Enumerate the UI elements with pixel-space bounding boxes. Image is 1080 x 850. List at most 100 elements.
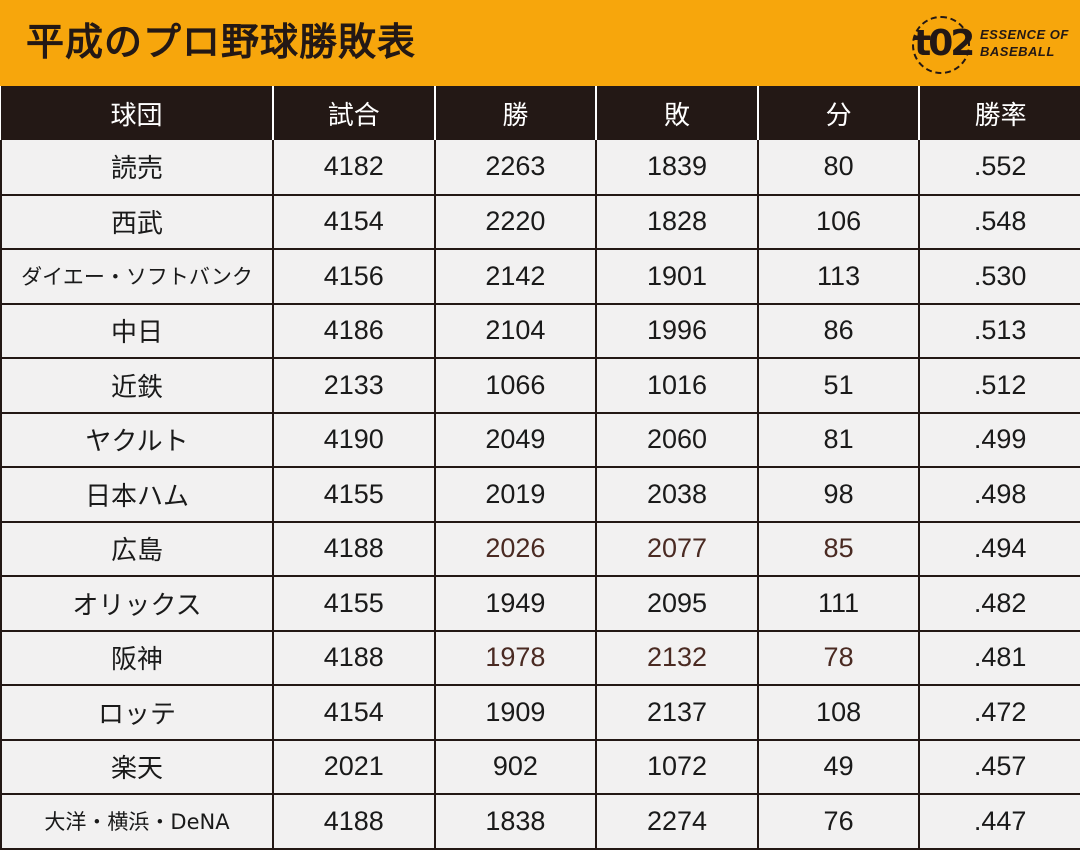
win-rate-cell: .548 bbox=[919, 194, 1080, 250]
games-cell: 2133 bbox=[273, 358, 436, 414]
column-header-wins: 勝 bbox=[434, 86, 598, 140]
team-name-cell: 楽天 bbox=[0, 739, 274, 795]
games-cell: 2021 bbox=[273, 739, 436, 795]
ties-cell: 51 bbox=[757, 358, 921, 414]
losses-cell: 2132 bbox=[596, 630, 759, 686]
baseball-icon bbox=[912, 16, 970, 74]
table-row: 広島 4188 2026 2077 85.494 bbox=[0, 521, 1080, 577]
table-row: 大洋・横浜・DeNA 4188 1838 2274 76.447 bbox=[0, 794, 1080, 850]
team-name-cell: 日本ハム bbox=[0, 467, 274, 523]
team-name-cell: ロッテ bbox=[0, 685, 274, 741]
wins-cell: 2104 bbox=[434, 303, 598, 359]
losses-cell: 2038 bbox=[596, 467, 759, 523]
ties-cell: 80 bbox=[757, 140, 921, 196]
table-header-row: 球団 試合 勝 敗 分 勝率 bbox=[1, 86, 1080, 140]
losses-cell: 1901 bbox=[596, 249, 759, 305]
wins-cell: 1066 bbox=[434, 358, 598, 414]
team-name-cell: オリックス bbox=[0, 576, 274, 632]
games-cell: 4154 bbox=[273, 685, 436, 741]
logo-number: t02 bbox=[914, 23, 975, 64]
ties-cell: 76 bbox=[757, 794, 921, 850]
games-cell: 4190 bbox=[273, 412, 436, 468]
win-rate-cell: .499 bbox=[919, 412, 1080, 468]
table-row: オリックス 4155 1949 2095 111.482 bbox=[0, 576, 1080, 632]
standings-table: 球団 試合 勝 敗 分 勝率 読売 4182 2263 1839 80.552 西武 415… bbox=[0, 86, 1080, 850]
column-header-losses: 敗 bbox=[596, 86, 759, 140]
column-header-ties: 分 bbox=[757, 86, 921, 140]
win-rate-cell: .481 bbox=[919, 630, 1080, 686]
win-rate-cell: .498 bbox=[919, 467, 1080, 523]
team-name-cell: 大洋・横浜・DeNA bbox=[0, 794, 274, 850]
losses-cell: 1828 bbox=[596, 194, 759, 250]
ties-cell: 85 bbox=[757, 521, 921, 577]
games-cell: 4155 bbox=[273, 467, 436, 523]
ties-cell: 49 bbox=[757, 739, 921, 795]
team-name-cell: 読売 bbox=[0, 140, 274, 196]
team-name-cell: ダイエー・ソフトバンク bbox=[0, 249, 274, 305]
win-rate-cell: .447 bbox=[919, 794, 1080, 850]
team-name-cell: 近鉄 bbox=[0, 358, 274, 414]
wins-cell: 902 bbox=[434, 739, 598, 795]
logo: t02 ESSENCE OF BASEBALL bbox=[912, 14, 1072, 74]
wins-cell: 2220 bbox=[434, 194, 598, 250]
games-cell: 4186 bbox=[273, 303, 436, 359]
losses-cell: 1996 bbox=[596, 303, 759, 359]
win-rate-cell: .482 bbox=[919, 576, 1080, 632]
losses-cell: 1839 bbox=[596, 140, 759, 196]
losses-cell: 2060 bbox=[596, 412, 759, 468]
ties-cell: 108 bbox=[757, 685, 921, 741]
wins-cell: 2019 bbox=[434, 467, 598, 523]
wins-cell: 2263 bbox=[434, 140, 598, 196]
wins-cell: 1838 bbox=[434, 794, 598, 850]
table-row: ダイエー・ソフトバンク 4156 2142 1901 113.530 bbox=[0, 249, 1080, 305]
win-rate-cell: .494 bbox=[919, 521, 1080, 577]
games-cell: 4155 bbox=[273, 576, 436, 632]
team-name-cell: 中日 bbox=[0, 303, 274, 359]
table-row: 読売 4182 2263 1839 80.552 bbox=[0, 140, 1080, 196]
table-row: 楽天 2021 902 1072 49.457 bbox=[0, 739, 1080, 795]
ties-cell: 111 bbox=[757, 576, 921, 632]
table-row: 日本ハム 4155 2019 2038 98.498 bbox=[0, 467, 1080, 523]
games-cell: 4182 bbox=[273, 140, 436, 196]
ties-cell: 98 bbox=[757, 467, 921, 523]
logo-text-line1: ESSENCE OF bbox=[980, 27, 1069, 42]
losses-cell: 2095 bbox=[596, 576, 759, 632]
table-row: ロッテ 4154 1909 2137 108.472 bbox=[0, 685, 1080, 741]
table-row: 西武 4154 2220 1828 106.548 bbox=[0, 194, 1080, 250]
win-rate-cell: .457 bbox=[919, 739, 1080, 795]
table-row: 阪神 4188 1978 2132 78.481 bbox=[0, 630, 1080, 686]
win-rate-cell: .472 bbox=[919, 685, 1080, 741]
games-cell: 4188 bbox=[273, 521, 436, 577]
games-cell: 4156 bbox=[273, 249, 436, 305]
table-row: ヤクルト 4190 2049 2060 81.499 bbox=[0, 412, 1080, 468]
wins-cell: 2049 bbox=[434, 412, 598, 468]
ties-cell: 113 bbox=[757, 249, 921, 305]
wins-cell: 2142 bbox=[434, 249, 598, 305]
games-cell: 4154 bbox=[273, 194, 436, 250]
header-bar: 平成のプロ野球勝敗表 t02 ESSENCE OF BASEBALL bbox=[0, 0, 1080, 86]
team-name-cell: ヤクルト bbox=[0, 412, 274, 468]
wins-cell: 1949 bbox=[434, 576, 598, 632]
losses-cell: 2137 bbox=[596, 685, 759, 741]
table-row: 中日 4186 2104 1996 86.513 bbox=[0, 303, 1080, 359]
wins-cell: 1909 bbox=[434, 685, 598, 741]
column-header-win-rate: 勝率 bbox=[919, 86, 1080, 140]
wins-cell: 1978 bbox=[434, 630, 598, 686]
win-rate-cell: .552 bbox=[919, 140, 1080, 196]
games-cell: 4188 bbox=[273, 630, 436, 686]
ties-cell: 106 bbox=[757, 194, 921, 250]
column-header-games: 試合 bbox=[273, 86, 436, 140]
win-rate-cell: .513 bbox=[919, 303, 1080, 359]
table-row: 近鉄 2133 1066 1016 51.512 bbox=[0, 358, 1080, 414]
ties-cell: 81 bbox=[757, 412, 921, 468]
losses-cell: 1072 bbox=[596, 739, 759, 795]
win-rate-cell: .512 bbox=[919, 358, 1080, 414]
games-cell: 4188 bbox=[273, 794, 436, 850]
win-rate-cell: .530 bbox=[919, 249, 1080, 305]
ties-cell: 78 bbox=[757, 630, 921, 686]
losses-cell: 2077 bbox=[596, 521, 759, 577]
team-name-cell: 西武 bbox=[0, 194, 274, 250]
losses-cell: 1016 bbox=[596, 358, 759, 414]
team-name-cell: 広島 bbox=[0, 521, 274, 577]
column-header-team: 球団 bbox=[1, 86, 274, 140]
